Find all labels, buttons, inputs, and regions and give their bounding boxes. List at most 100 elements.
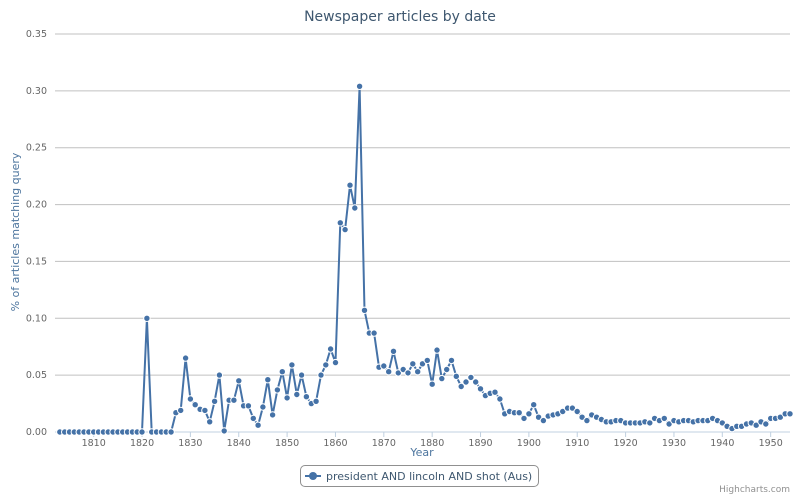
data-point[interactable] — [452, 372, 460, 380]
x-tick-label: 1810 — [82, 438, 106, 449]
data-point[interactable] — [138, 428, 146, 436]
data-point[interactable] — [177, 406, 185, 415]
data-point[interactable] — [496, 395, 504, 403]
data-point[interactable] — [297, 371, 306, 379]
x-tick-label: 1880 — [420, 438, 444, 449]
data-point[interactable] — [559, 407, 567, 416]
data-point[interactable] — [530, 401, 538, 409]
data-point[interactable] — [186, 395, 195, 403]
data-point[interactable] — [317, 371, 325, 379]
data-point[interactable] — [341, 225, 349, 234]
credits-link[interactable]: Highcharts.com — [719, 485, 790, 495]
data-point[interactable] — [244, 402, 253, 410]
data-point[interactable] — [583, 416, 591, 425]
data-point[interactable] — [215, 371, 224, 379]
data-point[interactable] — [331, 358, 340, 367]
data-point[interactable] — [776, 413, 784, 421]
data-point[interactable] — [210, 397, 219, 405]
y-tick-label: 0.15 — [26, 256, 47, 267]
data-point[interactable] — [476, 385, 485, 393]
data-point[interactable] — [312, 397, 320, 405]
data-point[interactable] — [423, 356, 431, 365]
data-point[interactable] — [447, 356, 456, 365]
data-point[interactable] — [355, 82, 364, 91]
plot-area — [56, 82, 794, 436]
x-tick-label: 1920 — [613, 438, 637, 449]
data-point[interactable] — [539, 416, 548, 425]
data-point[interactable] — [167, 428, 175, 436]
data-point[interactable] — [660, 414, 668, 423]
data-point[interactable] — [515, 409, 523, 417]
data-point[interactable] — [404, 369, 412, 377]
data-point[interactable] — [201, 406, 209, 415]
data-point[interactable] — [457, 382, 465, 391]
data-point[interactable] — [278, 368, 286, 376]
x-tick-label: 1940 — [710, 438, 734, 449]
data-point[interactable] — [302, 393, 311, 401]
data-point[interactable] — [414, 368, 422, 376]
data-point[interactable] — [235, 377, 243, 385]
x-tick-label: 1820 — [130, 438, 154, 449]
data-point[interactable] — [351, 204, 359, 212]
y-tick-label: 0.20 — [26, 200, 47, 211]
x-tick-label: 1860 — [323, 438, 347, 449]
data-point[interactable] — [467, 373, 475, 382]
data-point[interactable] — [143, 314, 151, 322]
data-point[interactable] — [249, 414, 258, 423]
data-point[interactable] — [264, 376, 272, 384]
x-tick-label: 1910 — [565, 438, 589, 449]
data-point[interactable] — [428, 380, 436, 388]
data-point[interactable] — [220, 427, 228, 435]
data-point[interactable] — [443, 365, 451, 374]
x-tick-label: 1890 — [468, 438, 492, 449]
x-axis-title: Year — [409, 446, 434, 459]
data-point[interactable] — [433, 346, 441, 354]
data-point[interactable] — [360, 306, 369, 314]
data-point[interactable] — [254, 421, 262, 429]
legend-marker-icon — [305, 472, 321, 480]
data-point[interactable] — [370, 329, 378, 337]
data-point[interactable] — [273, 386, 282, 394]
data-point[interactable] — [322, 361, 330, 369]
data-point[interactable] — [326, 345, 335, 353]
data-point[interactable] — [283, 394, 291, 402]
data-point[interactable] — [181, 354, 190, 362]
data-point[interactable] — [472, 378, 480, 386]
data-point[interactable] — [191, 401, 199, 409]
data-point[interactable] — [288, 361, 296, 369]
data-point[interactable] — [268, 411, 277, 419]
data-point[interactable] — [389, 347, 398, 355]
data-point[interactable] — [385, 368, 393, 376]
data-point[interactable] — [573, 407, 581, 416]
x-tick-label: 1850 — [275, 438, 299, 449]
data-point[interactable] — [394, 369, 402, 377]
y-tick-label: 0.25 — [26, 143, 47, 154]
data-point[interactable] — [462, 378, 470, 386]
data-point[interactable] — [293, 390, 301, 399]
x-tick-label: 1840 — [227, 438, 251, 449]
y-tick-label: 0.05 — [26, 370, 47, 381]
data-point[interactable] — [646, 419, 654, 427]
data-point[interactable] — [762, 420, 770, 428]
data-point[interactable] — [438, 374, 446, 383]
data-point[interactable] — [520, 414, 528, 423]
data-point[interactable] — [206, 418, 214, 426]
x-tick-label: 1930 — [662, 438, 686, 449]
x-tick-label: 1950 — [759, 438, 783, 449]
chart-title: Newspaper articles by date — [304, 9, 496, 25]
data-point[interactable] — [346, 181, 354, 189]
y-tick-label: 0.35 — [26, 29, 47, 40]
data-point[interactable] — [491, 388, 499, 396]
y-tick-label: 0.00 — [26, 427, 47, 438]
data-point[interactable] — [380, 362, 388, 370]
legend-item[interactable]: president AND lincoln AND shot (Aus) — [300, 465, 540, 487]
data-point[interactable] — [525, 410, 533, 418]
data-point[interactable] — [259, 403, 267, 411]
x-axis-ticks: 1810 1820 1830 1840 1850 1860 1870 1880 1890 1900… — [55, 431, 790, 449]
data-point[interactable] — [230, 396, 238, 404]
data-point[interactable] — [336, 219, 344, 227]
y-tick-label: 0.10 — [26, 313, 47, 324]
data-point[interactable] — [409, 360, 417, 368]
data-point[interactable] — [786, 410, 794, 418]
